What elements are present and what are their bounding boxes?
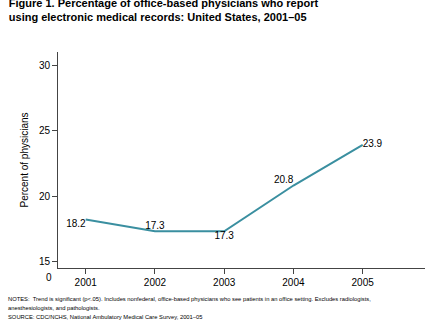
svg-text:2001: 2001 [75, 277, 98, 288]
svg-text:20: 20 [39, 191, 51, 202]
svg-text:Percent of physicians: Percent of physicians [19, 112, 30, 207]
svg-text:18.2: 18.2 [66, 218, 86, 229]
svg-text:17.3: 17.3 [214, 230, 234, 241]
svg-text:30: 30 [39, 60, 51, 71]
svg-text:15: 15 [39, 256, 51, 267]
svg-text:Figure 1. Percentage of office: Figure 1. Percentage of office-based phy… [9, 0, 319, 23]
svg-text:25: 25 [39, 125, 51, 136]
svg-text:anesthesiologists, and patholo: anesthesiologists, and pathologists. [8, 305, 100, 311]
svg-text:23.9: 23.9 [363, 138, 383, 149]
svg-text:2002: 2002 [144, 277, 167, 288]
svg-text:2003: 2003 [213, 277, 236, 288]
svg-text:SOURCE: CDC/NCHS, National Amb: SOURCE: CDC/NCHS, National Ambulatory Me… [8, 314, 203, 320]
svg-text:2005: 2005 [352, 277, 375, 288]
svg-text:17.3: 17.3 [145, 220, 165, 231]
svg-text:20.8: 20.8 [274, 174, 294, 185]
svg-text:0: 0 [46, 272, 52, 283]
svg-text:2004: 2004 [282, 277, 305, 288]
svg-text:NOTES: Trend is significant (: NOTES: Trend is significant (p<.05). Inc… [8, 296, 371, 302]
